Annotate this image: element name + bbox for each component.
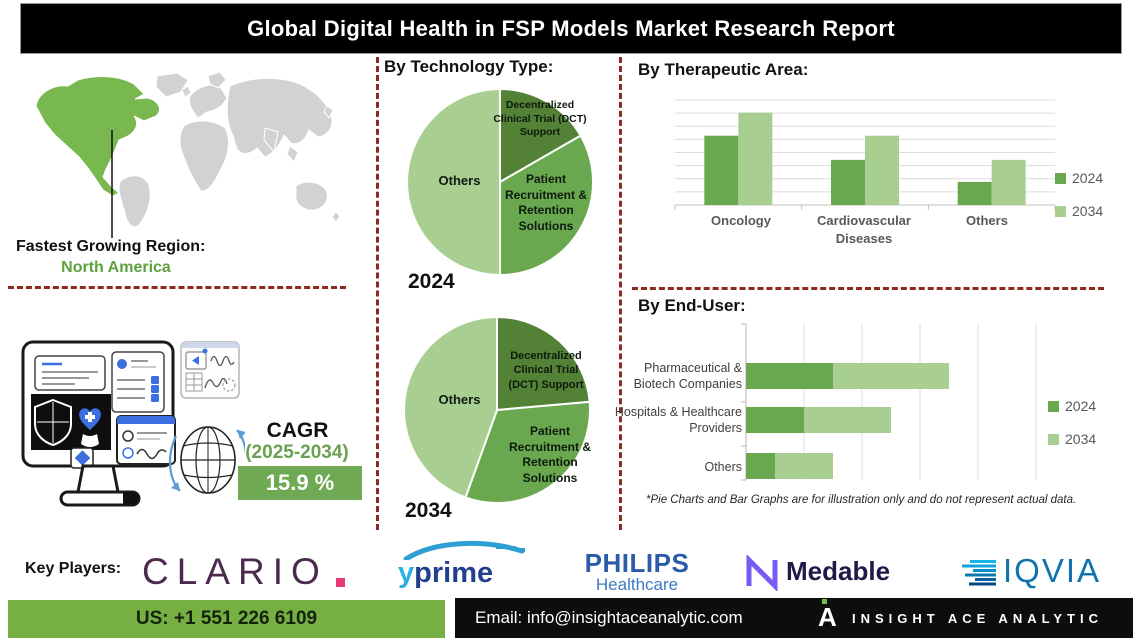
pie-2034-year: 2034 bbox=[405, 499, 452, 522]
pie-2024-year: 2024 bbox=[408, 270, 455, 293]
pie-2024-slice-label-patient: Patient Recruitment & Retention Solution… bbox=[504, 172, 587, 233]
iqvia-logo: IQVIA bbox=[1003, 552, 1102, 589]
shield-icon bbox=[34, 398, 72, 447]
cagr-label: CAGR bbox=[266, 419, 329, 442]
clario-logo: CLARIO bbox=[142, 551, 328, 592]
disclaimer-footnote: *Pie Charts and Bar Graphs are for illus… bbox=[646, 494, 1077, 506]
map-north-america-highlight bbox=[35, 76, 160, 197]
divider-vertical-right bbox=[619, 57, 622, 530]
section-heading-therapeutic: By Therapeutic Area: bbox=[638, 60, 809, 79]
world-map bbox=[35, 71, 341, 238]
yprime-logo-prime: prime bbox=[414, 557, 494, 589]
fastest-region-label: Fastest Growing Region: bbox=[16, 238, 206, 255]
legend-therapeutic-2024: 2024 bbox=[1055, 170, 1103, 186]
medable-logo-mark bbox=[746, 555, 778, 591]
monitor-stand bbox=[76, 464, 120, 494]
legend-text-2034: 2034 bbox=[1065, 431, 1097, 447]
divider-horizontal-left bbox=[8, 286, 346, 289]
philips-logo-name: PHILIPS bbox=[584, 548, 690, 578]
wave-chart bbox=[136, 448, 167, 460]
cagr-value-badge: 15.9 % bbox=[238, 466, 362, 500]
section-heading-end-user: By End-User: bbox=[638, 296, 746, 315]
map-south-america bbox=[118, 175, 151, 228]
clario-logo-dot bbox=[336, 578, 345, 587]
legend-end-user-2024: 2024 bbox=[1048, 398, 1096, 414]
pie-2034-slice-label-others: Others bbox=[438, 392, 481, 407]
map-asia bbox=[226, 77, 333, 158]
legend-end-user-2034: 2034 bbox=[1048, 431, 1096, 447]
legend-therapeutic-2034: 2034 bbox=[1055, 203, 1103, 219]
medable-logo: Medable bbox=[786, 556, 891, 586]
yprime-logo: yprime bbox=[398, 557, 493, 590]
pie-chart-2024 bbox=[406, 87, 594, 277]
legend-swatch-2034 bbox=[1055, 205, 1066, 217]
pie-2024-slice-label-dct: Decentralized Clinical Trial (DCT) Suppo… bbox=[493, 99, 587, 139]
legend-text-2024: 2024 bbox=[1072, 170, 1104, 186]
therapeutic-bar-chart bbox=[674, 99, 1056, 210]
insight-ace-logo-dot bbox=[822, 599, 827, 604]
pie-chart-2034 bbox=[403, 315, 591, 504]
divider-horizontal-right bbox=[632, 287, 1104, 290]
legend-swatch-2024 bbox=[1055, 172, 1066, 184]
end-user-stacked-bar-chart bbox=[741, 323, 1037, 481]
hbar-category-hospitals: Hospitals & Healthcare Providers bbox=[614, 405, 742, 436]
legend-swatch-2024 bbox=[1048, 400, 1059, 412]
hbar-category-pharma: Pharmaceutical & Biotech Companies bbox=[633, 361, 742, 392]
yprime-logo-y: y bbox=[398, 557, 415, 589]
divider-vertical-left bbox=[376, 57, 379, 530]
bar-category-others: Others bbox=[966, 213, 1008, 228]
legend-text-2034: 2034 bbox=[1072, 203, 1104, 219]
key-players-label: Key Players: bbox=[25, 560, 122, 577]
map-africa bbox=[179, 120, 230, 192]
hbar-category-others: Others bbox=[704, 460, 742, 474]
footer-bar bbox=[455, 598, 1133, 638]
bar-category-oncology: Oncology bbox=[711, 213, 771, 228]
cagr-period: (2025-2034) bbox=[245, 442, 349, 463]
floating-analytics-card bbox=[180, 341, 240, 399]
section-heading-technology: By Technology Type: bbox=[384, 57, 554, 76]
pie-2034-slice-label-dct: Decentralized Clinical Trial (DCT) Suppo… bbox=[508, 350, 584, 391]
insight-ace-logo-mark: A bbox=[818, 602, 837, 632]
bar-category-cardiovascular: Cardiovascular Diseases bbox=[817, 213, 911, 246]
digital-health-illustration bbox=[21, 340, 245, 507]
iqvia-logo-mark bbox=[962, 560, 996, 586]
legend-swatch-2034 bbox=[1048, 433, 1059, 445]
legend-text-2024: 2024 bbox=[1065, 398, 1097, 414]
avatar-icon bbox=[117, 359, 127, 369]
pie-2024-slice-label-others: Others bbox=[438, 173, 481, 188]
footer-phone: US: +1 551 226 6109 bbox=[8, 600, 445, 638]
map-europe bbox=[189, 84, 228, 119]
map-australia bbox=[295, 181, 328, 211]
pie-2034-slice-label-patient: Patient Recruitment & Retention Solution… bbox=[508, 424, 591, 485]
hand bbox=[81, 434, 99, 447]
philips-logo: PHILIPS Healthcare bbox=[572, 550, 702, 595]
philips-logo-sub: Healthcare bbox=[595, 575, 679, 594]
fastest-region-value: North America bbox=[61, 259, 171, 276]
map-greenland bbox=[155, 72, 189, 98]
insight-ace-brand: INSIGHT ACE ANALYTIC bbox=[852, 611, 1103, 626]
page-title: Global Digital Health in FSP Models Mark… bbox=[20, 3, 1122, 54]
footer-email: Email: info@insightaceanalytic.com bbox=[475, 608, 743, 627]
globe-icon bbox=[180, 426, 236, 494]
yprime-logo-swoosh bbox=[403, 540, 525, 560]
